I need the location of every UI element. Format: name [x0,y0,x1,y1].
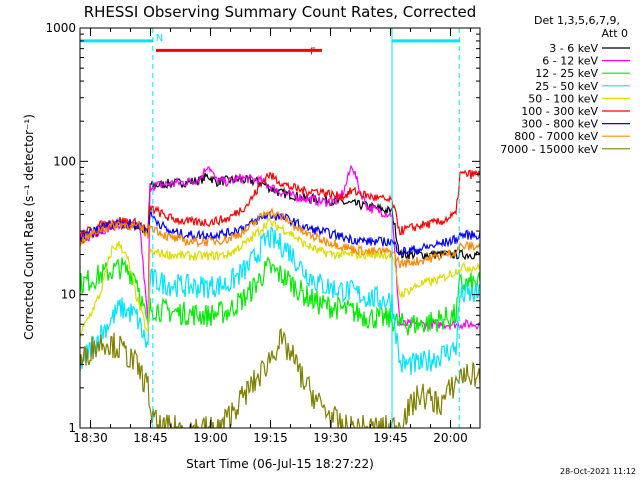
y-axis-label: Corrected Count Rate (s⁻¹ detector⁻¹) [22,114,36,340]
x-axis-label: Start Time (06-Jul-15 18:27:22) [186,457,374,471]
legend-label-2: 12 - 25 keV [535,67,598,80]
series-line-2 [80,255,480,336]
x-tick-label-2: 19:00 [193,431,228,445]
y-tick-label-2: 100 [53,154,76,168]
footer-timestamp: 28-Oct-2021 11:12 [560,467,636,476]
legend-label-8: 7000 - 15000 keV [500,143,598,156]
plot-frame [79,27,481,429]
x-tick-label-0: 18:30 [73,431,108,445]
x-tick-label-3: 19:15 [253,431,288,445]
legend-header-1: Att 0 [602,27,628,40]
legend-label-3: 25 - 50 keV [535,80,598,93]
x-tick-label-6: 20:00 [433,431,468,445]
x-tick-label-1: 18:45 [133,431,168,445]
x-tick-label-5: 19:45 [373,431,408,445]
y-tick-label-3: 1000 [45,21,76,35]
flag-label-N: N [156,33,163,44]
legend-label-6: 300 - 800 keV [521,118,598,131]
legend-label-4: 50 - 100 keV [528,92,598,105]
legend-label-1: 6 - 12 keV [542,55,598,68]
series-line-3 [80,226,480,375]
series-line-7 [80,207,480,269]
series-line-4 [80,217,480,338]
legend-label-7: 800 - 7000 keV [514,130,598,143]
y-tick-label-0: 1 [68,421,76,435]
legend-label-0: 3 - 6 keV [549,42,598,55]
flag-label-F: F [310,46,316,57]
y-tick-label-1: 10 [61,288,76,302]
chart-title: RHESSI Observing Summary Count Rates, Co… [84,3,477,21]
series-line-8 [80,328,480,428]
x-tick-label-4: 19:30 [313,431,348,445]
legend-label-5: 100 - 300 keV [521,105,598,118]
legend-header-0: Det 1,3,5,6,7,9, [534,14,620,27]
